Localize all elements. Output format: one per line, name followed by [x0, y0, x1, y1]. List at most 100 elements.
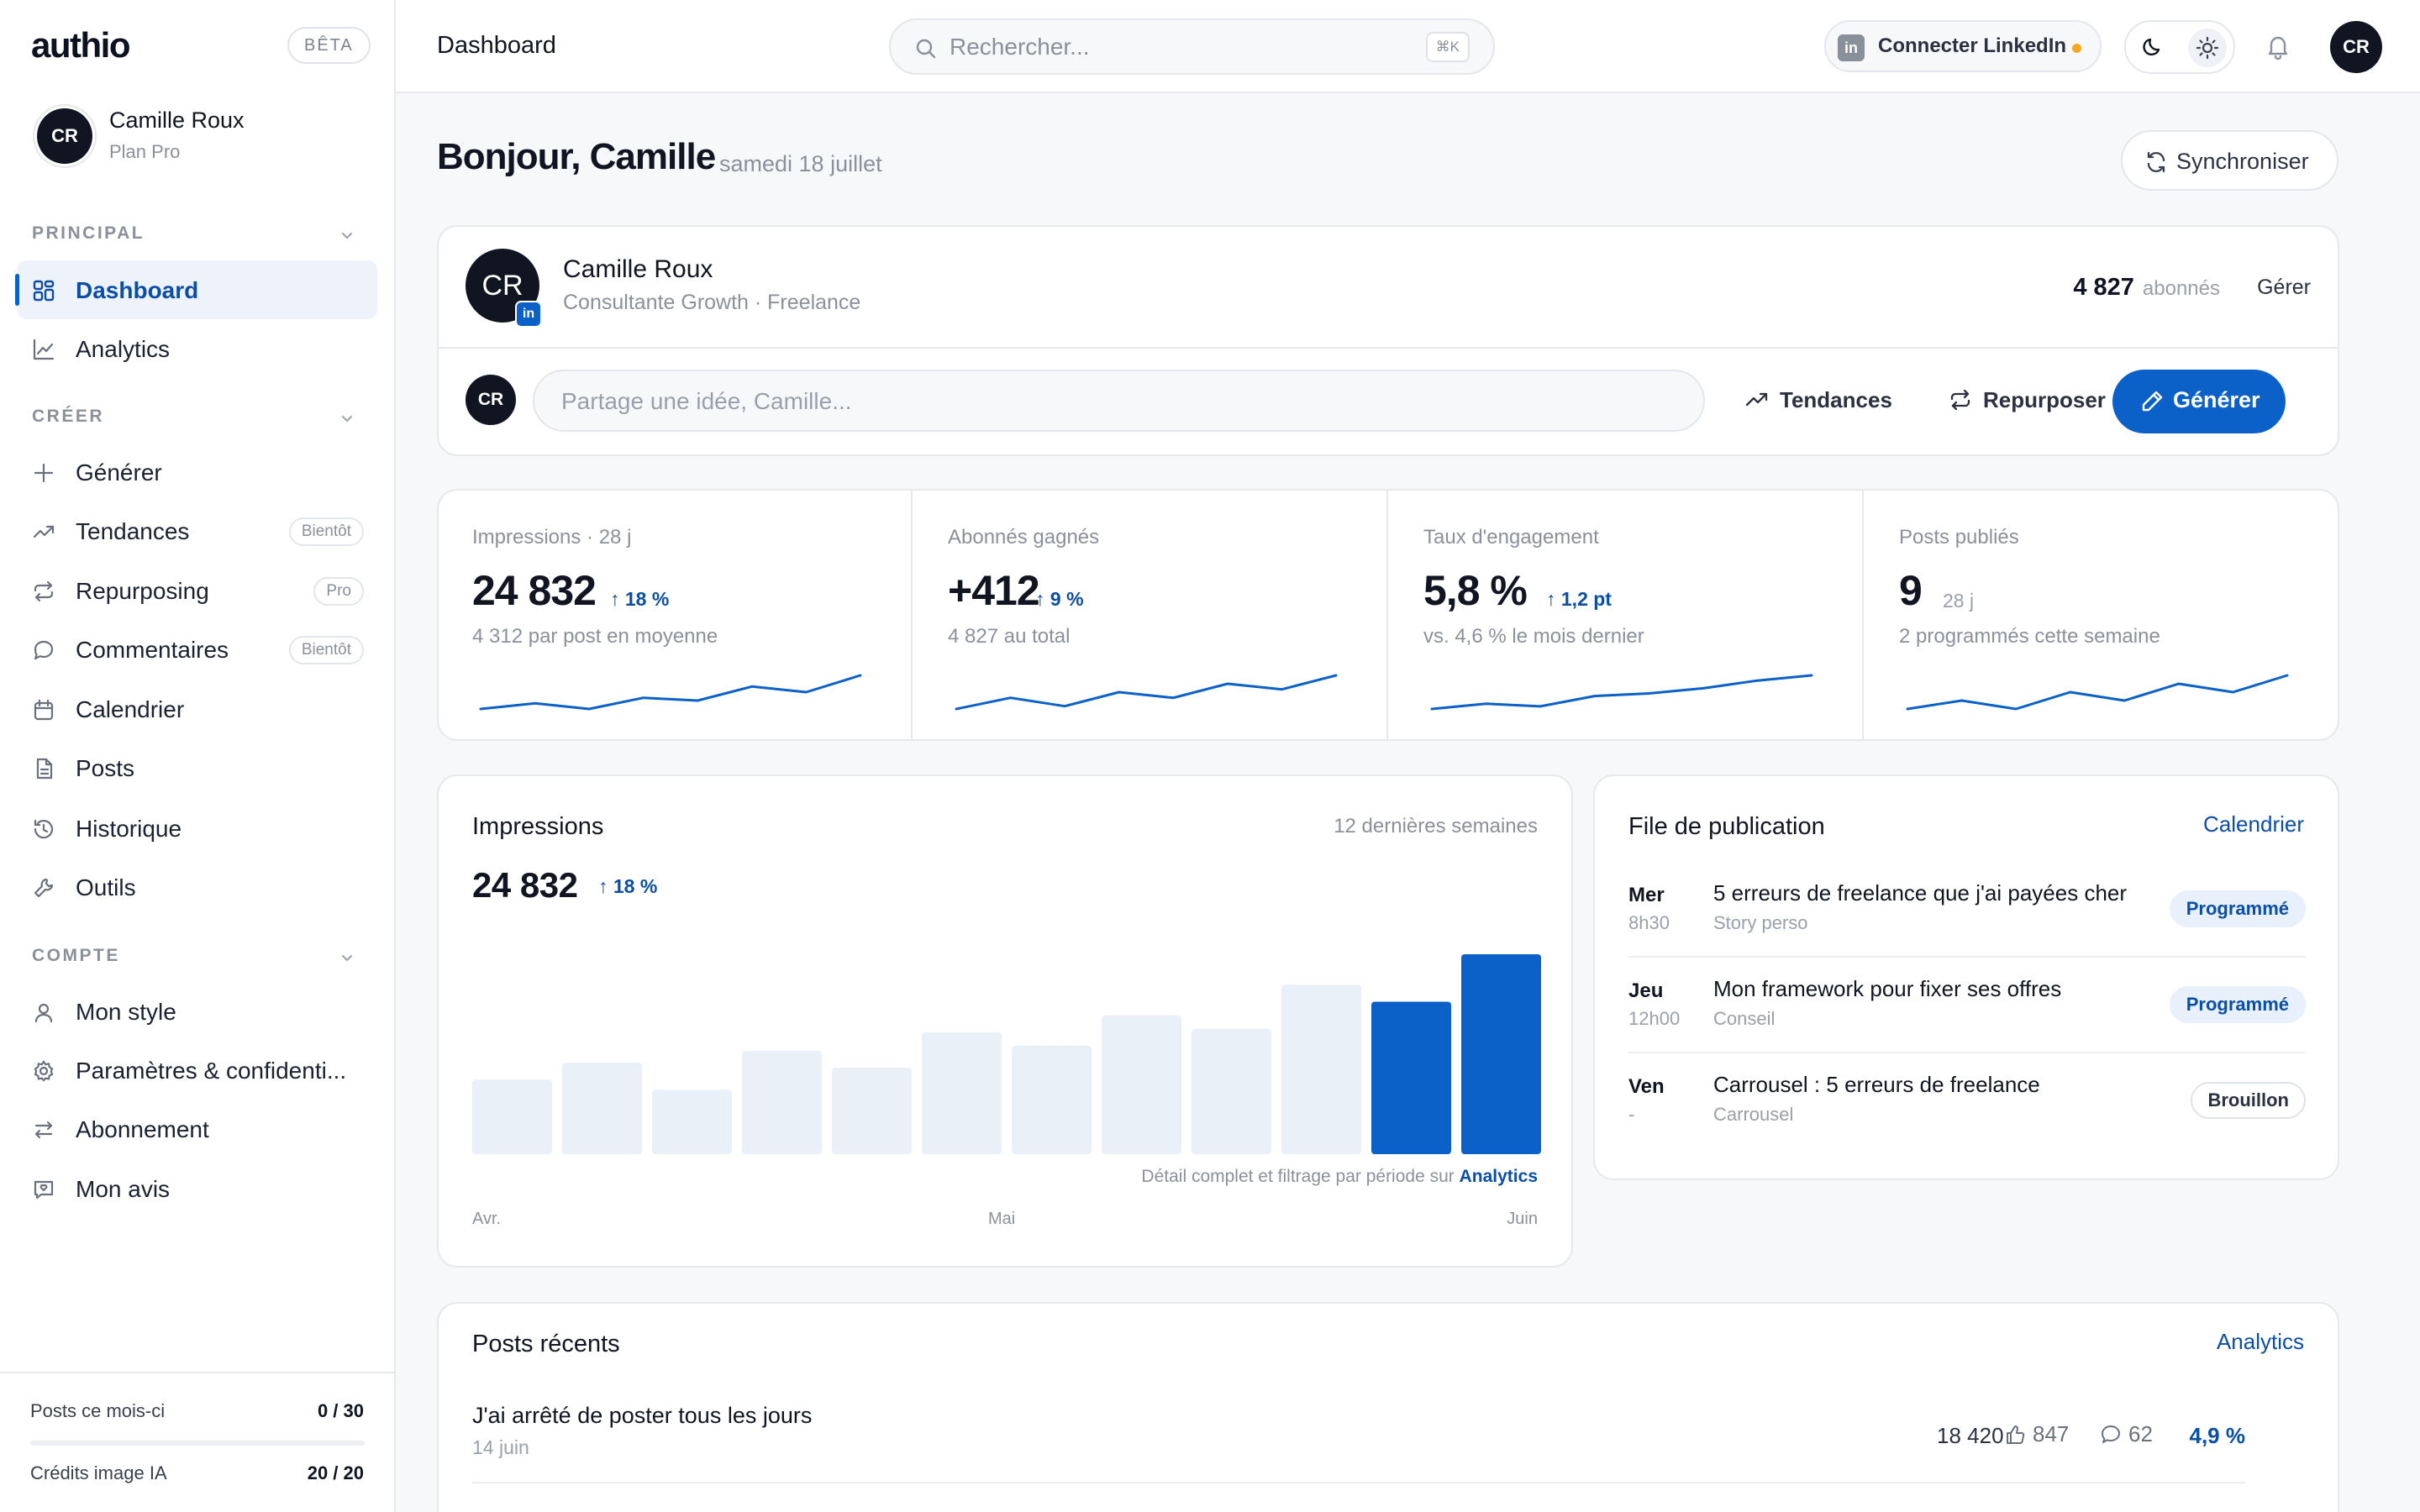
connect-linkedin-button[interactable]: in Connecter LinkedIn: [1824, 20, 2102, 72]
chevron-down-icon[interactable]: [339, 411, 355, 426]
calendar-link[interactable]: Calendrier: [2203, 811, 2304, 837]
chart-bar-w10[interactable]: [1281, 984, 1361, 1154]
soon-badge: Bientôt: [288, 517, 364, 546]
chart-bar-w1[interactable]: [472, 1079, 552, 1154]
queue-item[interactable]: Mer 8h30 5 erreurs de freelance que j'ai…: [1628, 862, 2306, 958]
user-plan: Plan Pro: [109, 141, 181, 162]
sidebar-item-mon-style[interactable]: Mon style: [17, 982, 377, 1041]
sidebar-item-analytics[interactable]: Analytics: [17, 319, 377, 378]
wrench-icon: [34, 878, 54, 898]
moon-icon[interactable]: [2136, 30, 2170, 64]
sidebar-item-mon-avis[interactable]: Mon avis: [17, 1159, 377, 1218]
queue-time: -: [1628, 1104, 1635, 1125]
analytics-link[interactable]: Analytics: [2216, 1329, 2304, 1354]
chart-bar-w12[interactable]: [1461, 954, 1541, 1154]
sidebar-item-repurposing[interactable]: Repurposing Pro: [17, 561, 377, 620]
chart-bar-w5[interactable]: [832, 1068, 912, 1154]
sidebar-item-tendances[interactable]: Tendances Bientôt: [17, 501, 377, 560]
search-placeholder: Rechercher...: [950, 34, 1090, 60]
user-avatar[interactable]: CR: [37, 108, 92, 164]
bell-icon[interactable]: [2264, 32, 2292, 60]
theme-toggle[interactable]: [2124, 20, 2235, 74]
chart-bar-w4[interactable]: [742, 1051, 822, 1154]
refresh-icon: [2147, 151, 2165, 173]
kpi-delta: ↑ 1,2 pt: [1546, 588, 1612, 610]
kpi-engagement[interactable]: Taux d'engagement 5,8 % ↑ 1,2 pt vs. 4,6…: [1390, 491, 1864, 739]
composer-avatar: CR: [466, 375, 516, 425]
chart-bar-w7[interactable]: [1012, 1045, 1092, 1154]
sync-button[interactable]: Synchroniser: [2121, 130, 2338, 191]
sidebar-item-dashboard[interactable]: Dashboard: [15, 260, 377, 319]
comment-icon: [34, 640, 54, 660]
sidebar-item-posts[interactable]: Posts: [17, 738, 377, 797]
page-title: Dashboard: [437, 32, 556, 59]
sync-label: Synchroniser: [2176, 149, 2309, 174]
chart-bar-w3[interactable]: [652, 1089, 732, 1154]
sidebar-item-label: Historique: [76, 816, 182, 842]
search-icon: [916, 39, 936, 59]
sidebar-item-abonnement[interactable]: Abonnement: [17, 1100, 377, 1158]
trending-icon: [1745, 392, 1768, 407]
chart-bar-w8[interactable]: [1102, 1015, 1181, 1154]
soon-badge: Bientôt: [288, 636, 364, 664]
recent-posts: Posts récents Analytics J'ai arrêté de p…: [437, 1302, 2339, 1512]
status-badge: Programmé: [2169, 986, 2306, 1023]
sun-icon[interactable]: [2188, 29, 2227, 67]
sidebar-item-generer[interactable]: Générer: [17, 443, 377, 501]
sidebar-item-commentaires[interactable]: Commentaires Bientôt: [17, 620, 377, 679]
trends-button[interactable]: Tendances: [1744, 385, 1892, 415]
kpi-title: Posts publiés: [1899, 526, 2019, 549]
grid-icon: [33, 280, 55, 302]
repurpose-button[interactable]: Repurposer: [1948, 385, 2106, 415]
analytics-link[interactable]: Analytics: [1459, 1167, 1538, 1186]
queue-item[interactable]: Jeu 12h00 Mon framework pour fixer ses o…: [1628, 958, 2306, 1053]
sidebar-item-label: Calendrier: [76, 696, 185, 722]
sidebar-item-parametres[interactable]: Paramètres & confidenti...: [17, 1041, 377, 1100]
composer-placeholder: Partage une idée, Camille...: [561, 388, 852, 414]
sparkline: [479, 674, 862, 711]
posts-usage-label: Posts ce mois-ci: [30, 1400, 166, 1421]
pro-badge: Pro: [313, 577, 364, 606]
kpi-posts[interactable]: Posts publiés 9 28 j 2 programmés cette …: [1865, 491, 2338, 739]
chart-bar-w9[interactable]: [1192, 1028, 1271, 1154]
search-input[interactable]: Rechercher... ⌘K: [889, 18, 1495, 75]
manage-link[interactable]: Gérer: [2257, 276, 2311, 299]
chevron-down-icon[interactable]: [339, 950, 355, 965]
section-principal[interactable]: PRINCIPAL: [32, 223, 145, 243]
app-logo[interactable]: authio: [31, 25, 130, 65]
impressions-range[interactable]: 12 dernières semaines: [1334, 815, 1538, 837]
section-creer[interactable]: CRÉER: [32, 407, 105, 426]
kpi-sub: 2 programmés cette semaine: [1899, 625, 2160, 648]
kpi-row: Impressions · 28 j 24 832 ↑ 18 % 4 312 p…: [437, 489, 2339, 741]
generate-button[interactable]: Générer: [2112, 370, 2286, 433]
post-title: J'ai arrêté de poster tous les jours: [472, 1403, 813, 1428]
kpi-value: 24 832: [472, 567, 597, 614]
recent-posts-title: Posts récents: [472, 1331, 620, 1357]
queue-item[interactable]: Ven - Carrousel : 5 erreurs de freelance…: [1628, 1053, 2306, 1149]
table-row[interactable]: J'ai arrêté de poster tous les jours 14 …: [472, 1391, 2245, 1483]
kpi-title: Abonnés gagnés: [948, 526, 1100, 549]
section-compte[interactable]: COMPTE: [32, 946, 120, 965]
top-avatar[interactable]: CR: [2330, 21, 2382, 73]
user-name[interactable]: Camille Roux: [109, 108, 245, 133]
chart-bar-w11[interactable]: [1371, 1001, 1451, 1155]
sidebar-item-calendrier[interactable]: Calendrier: [17, 680, 377, 738]
queue-day: Jeu: [1628, 979, 1664, 1002]
sidebar: authio BÊTA CR Camille Roux Plan Pro PRI…: [0, 0, 396, 1512]
kpi-followers[interactable]: Abonnés gagnés +412 ↑ 9 % 4 827 au total: [914, 491, 1388, 739]
kpi-value: 9: [1899, 567, 1923, 614]
sidebar-item-historique[interactable]: Historique: [17, 799, 377, 858]
chart-bar-w2[interactable]: [562, 1063, 642, 1154]
linkedin-badge-icon: in: [515, 301, 542, 328]
followers-count: 4 827 abonnés: [2073, 274, 2220, 301]
composer-input[interactable]: Partage une idée, Camille...: [533, 370, 1705, 432]
post-date: 14 juin: [472, 1436, 529, 1458]
sidebar-item-outils[interactable]: Outils: [17, 858, 377, 916]
chevron-down-icon[interactable]: [339, 228, 355, 243]
chart-bar-w6[interactable]: [922, 1032, 1002, 1154]
profile-card: CR in Camille Roux Consultante Growth · …: [437, 225, 2339, 456]
kpi-impressions[interactable]: Impressions · 28 j 24 832 ↑ 18 % 4 312 p…: [439, 491, 913, 739]
kpi-delta: ↑ 18 %: [610, 588, 670, 610]
impressions-title: Impressions: [472, 813, 604, 840]
topbar: Dashboard Rechercher... ⌘K in Connecter …: [396, 0, 2420, 93]
